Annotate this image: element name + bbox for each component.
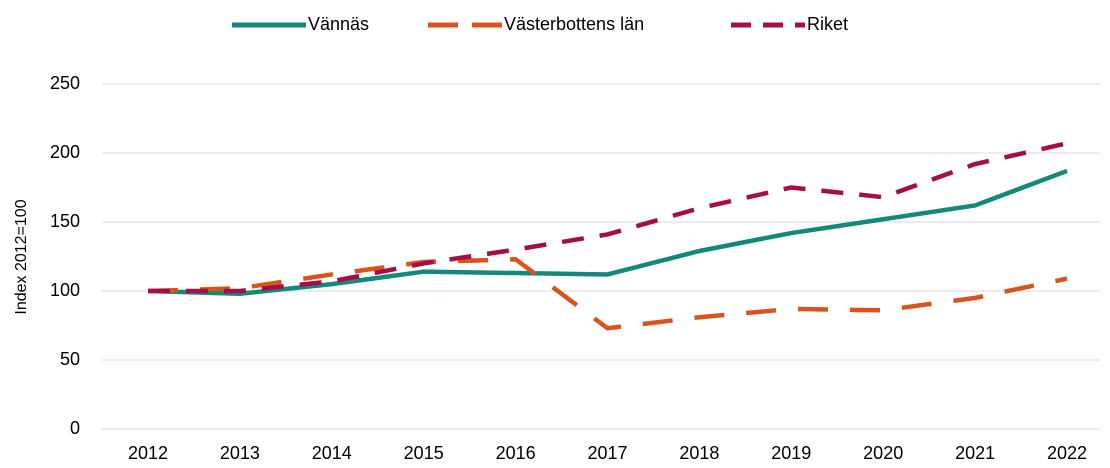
y-tick-label: 0 bbox=[70, 418, 80, 438]
x-tick-label: 2017 bbox=[587, 443, 627, 463]
y-axis-label: Index 2012=100 bbox=[13, 199, 30, 314]
data-line bbox=[147, 168, 1068, 297]
x-tick-label: 2015 bbox=[404, 443, 444, 463]
data-line bbox=[147, 257, 1068, 331]
y-tick-label: 200 bbox=[50, 142, 80, 162]
legend-label: Vännäs bbox=[308, 14, 369, 34]
y-tick-label: 50 bbox=[60, 349, 80, 369]
y-tick-label: 250 bbox=[50, 73, 80, 93]
x-tick-label: 2014 bbox=[312, 443, 352, 463]
x-tick-label: 2021 bbox=[955, 443, 995, 463]
x-tick-label: 2016 bbox=[496, 443, 536, 463]
legend-label: Riket bbox=[807, 14, 848, 34]
data-line bbox=[148, 141, 1068, 294]
x-tick-label: 2018 bbox=[679, 443, 719, 463]
legend-label: Västerbottens län bbox=[504, 14, 644, 34]
y-tick-label: 150 bbox=[50, 211, 80, 231]
x-tick-label: 2020 bbox=[863, 443, 903, 463]
x-tick-label: 2013 bbox=[220, 443, 260, 463]
x-tick-label: 2012 bbox=[128, 443, 168, 463]
x-tick-label: 2022 bbox=[1047, 443, 1087, 463]
y-tick-label: 100 bbox=[50, 280, 80, 300]
x-tick-label: 2019 bbox=[771, 443, 811, 463]
